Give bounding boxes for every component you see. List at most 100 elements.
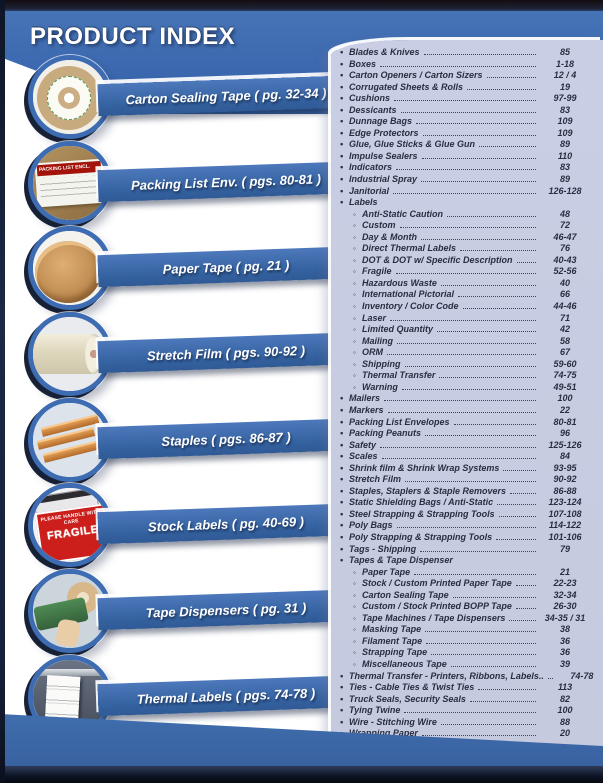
index-entry[interactable]: • Cushions 97-99 bbox=[340, 93, 590, 105]
bullet-icon: • bbox=[340, 485, 344, 496]
index-entry[interactable]: • Indicators 83 bbox=[340, 162, 590, 174]
index-entry[interactable]: • Glue, Glue Sticks & Glue Gun 89 bbox=[340, 139, 590, 151]
index-entry[interactable]: ◦ Miscellaneous Tape 39 bbox=[340, 659, 590, 671]
index-entry[interactable]: • Truck Seals, Security Seals 82 bbox=[340, 694, 590, 706]
index-entry[interactable]: • Tapes & Tape Dispenser bbox=[340, 555, 590, 567]
index-entry[interactable]: • Poly Strapping & Strapping Tools 101-1… bbox=[340, 532, 590, 544]
index-entry[interactable]: • Janitorial 126-128 bbox=[340, 186, 590, 198]
index-entry[interactable]: ◦ Inventory / Color Code 44-46 bbox=[340, 301, 590, 313]
index-entry[interactable]: • Dessicants 83 bbox=[340, 105, 590, 117]
bullet-icon: • bbox=[340, 70, 344, 81]
index-entry[interactable]: • Mailers 100 bbox=[340, 393, 590, 405]
index-entry[interactable]: ◦ Carton Sealing Tape 32-34 bbox=[340, 590, 590, 602]
index-entry[interactable]: • Wire - Stitching Wire 88 bbox=[340, 717, 590, 729]
index-entry[interactable]: • Carton Openers / Carton Sizers 12 / 4 bbox=[340, 70, 590, 82]
dotted-leader bbox=[422, 134, 536, 136]
index-entry-label: Labels bbox=[349, 197, 378, 208]
index-entry[interactable]: • Packing Peanuts 96 bbox=[340, 428, 590, 440]
index-entry[interactable]: • Safety 125-126 bbox=[340, 440, 590, 452]
index-entry[interactable]: • Edge Protectors 109 bbox=[340, 128, 590, 140]
index-entry[interactable]: ◦ Stock / Custom Printed Paper Tape 22-2… bbox=[340, 578, 590, 590]
index-entry[interactable]: ◦ Tape Machines / Tape Dispensers 34-35 … bbox=[340, 613, 590, 625]
index-entry[interactable]: ◦ Shipping 59-60 bbox=[340, 359, 590, 371]
bullet-icon: • bbox=[340, 185, 344, 196]
index-entry[interactable]: • Poly Bags 114-122 bbox=[340, 520, 590, 532]
dotted-leader bbox=[516, 261, 536, 263]
index-entry[interactable]: ◦ Anti-Static Caution 48 bbox=[340, 209, 590, 221]
index-entry-label: Markers bbox=[349, 404, 384, 415]
index-entry[interactable]: • Tags - Shipping 79 bbox=[340, 544, 590, 556]
index-entry-page: 49-51 bbox=[553, 381, 577, 392]
index-entry[interactable]: ◦ Custom / Stock Printed BOPP Tape 26-30 bbox=[340, 601, 590, 613]
index-entry[interactable]: • Packing List Envelopes 80-81 bbox=[340, 417, 590, 429]
staples-banner[interactable]: Staples ( pgs. 86-87 ) bbox=[97, 418, 339, 460]
paper-tape-roll-image bbox=[33, 231, 107, 305]
index-entry-label: Tape Machines / Tape Dispensers bbox=[362, 612, 506, 623]
index-entry-page: 34-35 / 31 bbox=[544, 612, 586, 623]
index-entry-page: 86-88 bbox=[553, 485, 577, 496]
dotted-leader bbox=[509, 619, 536, 621]
paper-tape-banner[interactable]: Paper Tape ( pg. 21 ) bbox=[97, 246, 339, 288]
index-entry[interactable]: • Blades & Knives 85 bbox=[340, 47, 590, 59]
stretch-film-banner[interactable]: Stretch Film ( pgs. 90-92 ) bbox=[97, 332, 339, 374]
product-item-packing-list-env: PACKING LIST ENCL. Packing List Env. ( p… bbox=[0, 140, 345, 226]
product-item-stock-labels: PLEASE HANDLE WITH CARE FRAGILE Stock La… bbox=[0, 482, 345, 568]
index-entry[interactable]: ◦ Laser 71 bbox=[340, 313, 590, 325]
thermal-labels-banner[interactable]: Thermal Labels ( pgs. 74-78 ) bbox=[97, 675, 339, 717]
index-entry[interactable]: ◦ Warning 49-51 bbox=[340, 382, 590, 394]
index-entry[interactable]: • Industrial Spray 89 bbox=[340, 174, 590, 186]
tape-dispensers-banner[interactable]: Tape Dispensers ( pg. 31 ) bbox=[97, 589, 339, 631]
index-entry[interactable]: • Staples, Staplers & Staple Removers 86… bbox=[340, 486, 590, 498]
index-entry[interactable]: • Markers 22 bbox=[340, 405, 590, 417]
index-entry[interactable]: • Dunnage Bags 109 bbox=[340, 116, 590, 128]
index-entry[interactable]: • Stretch Film 90-92 bbox=[340, 474, 590, 486]
index-entry[interactable]: • Labels bbox=[340, 197, 590, 209]
index-entry[interactable]: ◦ ORM 67 bbox=[340, 347, 590, 359]
dotted-leader bbox=[450, 665, 536, 667]
index-entry[interactable]: • Static Shielding Bags / Anti-Static 12… bbox=[340, 497, 590, 509]
index-entry-page: 42 bbox=[559, 324, 570, 335]
index-entry[interactable]: • Tying Twine 100 bbox=[340, 705, 590, 717]
index-entry[interactable]: ◦ Hazardous Waste 40 bbox=[340, 278, 590, 290]
index-entry-label: Hazardous Waste bbox=[362, 277, 437, 288]
index-entry[interactable]: ◦ Custom 72 bbox=[340, 220, 590, 232]
index-entry[interactable]: • Steel Strapping & Strapping Tools 107-… bbox=[340, 509, 590, 521]
index-entry-label: Laser bbox=[362, 312, 387, 323]
index-entry[interactable]: ◦ Mailing 58 bbox=[340, 336, 590, 348]
index-entry-page: 76 bbox=[559, 243, 570, 254]
index-entry[interactable]: • Thermal Transfer - Printers, Ribbons, … bbox=[340, 671, 593, 683]
product-item-tape-dispensers: Tape Dispensers ( pg. 31 ) bbox=[0, 568, 345, 654]
dotted-leader bbox=[404, 712, 536, 714]
index-entry[interactable]: ◦ Masking Tape 38 bbox=[340, 624, 590, 636]
index-entry[interactable]: ◦ Direct Thermal Labels 76 bbox=[340, 243, 590, 255]
index-entry[interactable]: • Ties - Cable Ties & Twist Ties 113 bbox=[340, 682, 590, 694]
index-entry-page: 110 bbox=[557, 150, 573, 161]
index-entry[interactable]: ◦ Filament Tape 36 bbox=[340, 636, 590, 648]
index-entry[interactable]: ◦ DOT & DOT w/ Specific Description 40-4… bbox=[340, 255, 590, 267]
index-entry[interactable]: ◦ Limited Quantity 42 bbox=[340, 324, 590, 336]
index-entry-label: Miscellaneous Tape bbox=[362, 658, 447, 669]
banner-label: Paper Tape ( pg. 21 ) bbox=[162, 257, 290, 277]
index-entry-page: 74-78 bbox=[570, 670, 594, 681]
index-entry-page: 26-30 bbox=[553, 601, 577, 612]
index-entry[interactable]: ◦ Strapping Tape 36 bbox=[340, 647, 590, 659]
index-entry[interactable]: ◦ Fragile 52-56 bbox=[340, 266, 590, 278]
index-entry[interactable]: ◦ International Pictorial 66 bbox=[340, 289, 590, 301]
dotted-leader bbox=[387, 411, 536, 413]
index-entry[interactable]: ◦ Thermal Transfer 74-75 bbox=[340, 370, 590, 382]
index-entry[interactable]: • Impulse Sealers 110 bbox=[340, 151, 590, 163]
index-entry[interactable]: • Shrink film & Shrink Wrap Systems 93-9… bbox=[340, 463, 590, 475]
index-entry[interactable]: ◦ Paper Tape 21 bbox=[340, 567, 590, 579]
dotted-leader bbox=[399, 227, 536, 229]
index-entry[interactable]: • Boxes 1-18 bbox=[340, 59, 590, 71]
index-entry-label: Custom bbox=[362, 220, 396, 231]
bullet-icon: • bbox=[340, 462, 344, 473]
carton-sealing-tape-banner[interactable]: Carton Sealing Tape ( pg. 32-34 ) bbox=[97, 75, 339, 117]
index-entry-page: 22 bbox=[559, 404, 570, 415]
index-entry[interactable]: • Scales 84 bbox=[340, 451, 590, 463]
index-entry[interactable]: • Corrugated Sheets & Rolls 19 bbox=[340, 82, 590, 94]
stock-labels-banner[interactable]: Stock Labels ( pg. 40-69 ) bbox=[97, 503, 339, 545]
packing-list-env-banner[interactable]: Packing List Env. ( pgs. 80-81 ) bbox=[97, 161, 339, 203]
bullet-icon: • bbox=[340, 104, 344, 115]
index-entry[interactable]: ◦ Day & Month 46-47 bbox=[340, 232, 590, 244]
